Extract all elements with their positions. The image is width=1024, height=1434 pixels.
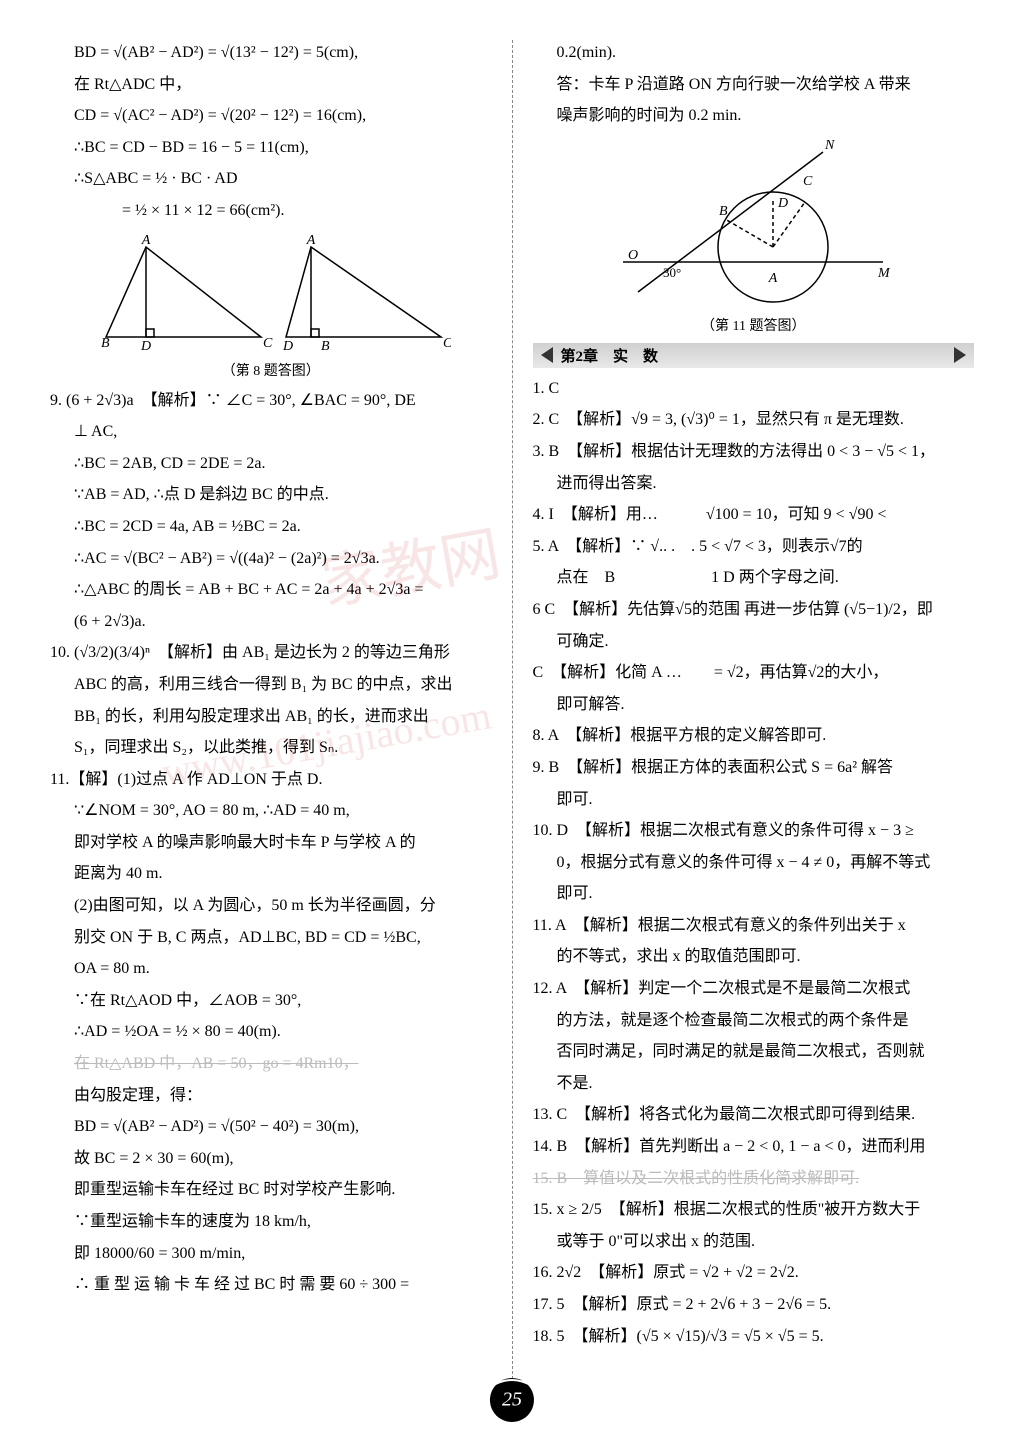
answer-7: C 【解析】化简 A … = √2，再估算√2的大小， [533,660,975,686]
text-line: ∴AD = ½OA = ½ × 80 = 40(m). [50,1019,492,1045]
answer-9r: 9. B 【解析】根据正方体的表面积公式 S = 6a² 解答 [533,755,975,781]
svg-text:N: N [824,138,835,153]
text-line: 的方法，就是逐个检查最简二次根式的两个条件是 [533,1008,975,1034]
svg-text:O: O [628,248,638,263]
text-line: ⊥ AC, [50,419,492,445]
answer-13r: 13. C 【解析】将各式化为最简二次根式即可得到结果. [533,1102,975,1128]
svg-text:C: C [803,174,813,189]
text-line: 噪声影响的时间为 0.2 min. [533,103,975,129]
text-line: 距离为 40 m. [50,861,492,887]
answer-18r: 18. 5 【解析】(√5 × √15)/√3 = √5 × √5 = 5. [533,1324,975,1350]
answer-2: 2. C 【解析】√9 = 3, (√3)⁰ = 1，显然只有 π 是无理数. [533,407,975,433]
text-line: ∵AB = AD, ∴点 D 是斜边 BC 的中点. [50,482,492,508]
answer-4: 4. I 【解析】用… √100 = 10，可知 9 < √90 < [533,502,975,528]
text-line: ∴AC = √(BC² − AB²) = √((4a)² − (2a)²) = … [50,546,492,572]
text-line: ∴ 重 型 运 输 卡 车 经 过 BC 时 需 要 60 ÷ 300 = [50,1272,492,1298]
page-number-badge: 25 [488,1376,536,1424]
page-number: 25 [502,1389,522,1412]
text-line: OA = 80 m. [50,956,492,982]
text-line: 即可解答. [533,692,975,718]
left-column: BD = √(AB² − AD²) = √(13² − 12²) = 5(cm)… [50,40,492,1384]
text-line: BD = √(AB² − AD²) = √(13² − 12²) = 5(cm)… [50,40,492,66]
figure-11-caption: （第 11 题答图） [533,315,975,335]
text-line-faded: 在 Rt△ABD 中，AB = 50，go = 4Rm10， [50,1051,492,1077]
text-line: (2)由图可知，以 A 为圆心，50 m 长为半径画圆，分 [50,893,492,919]
text-line: BD = √(AB² − AD²) = √(50² − 40²) = 30(m)… [50,1114,492,1140]
text-line: ∴BC = CD − BD = 16 − 5 = 11(cm), [50,135,492,161]
text-line: 0.2(min). [533,40,975,66]
svg-text:C: C [443,336,451,351]
answer-11r: 11. A 【解析】根据二次根式有意义的条件列出关于 x [533,913,975,939]
svg-text:D: D [777,196,788,211]
svg-text:30°: 30° [663,265,681,280]
text-line: 可确定. [533,629,975,655]
answer-15r: 15. x ≥ 2/5 【解析】根据二次根式的性质"被开方数大于 [533,1197,975,1223]
svg-text:C: C [263,336,273,351]
text-line: ∵重型运输卡车的速度为 18 km/h, [50,1209,492,1235]
answer-10: 10. (√3/2)(3/4)ⁿ 【解析】由 AB₁ 是边长为 2 的等边三角形 [50,640,492,666]
svg-text:B: B [719,204,728,219]
right-arrow-icon [954,347,966,363]
answer-6: 6 C 【解析】先估算√5的范围 再进一步估算 (√5−1)/2，即 [533,597,975,623]
text-line: ∴BC = 2AB, CD = 2DE = 2a. [50,451,492,477]
text-line: 进而得出答案. [533,471,975,497]
answer-9: 9. (6 + 2√3)a 【解析】∵ ∠C = 30°, ∠BAC = 90°… [50,388,492,414]
right-column: 0.2(min). 答：卡车 P 沿道路 ON 方向行驶一次给学校 A 带来 噪… [533,40,975,1384]
text-line: ABC 的高，利用三线合一得到 B₁ 为 BC 的中点，求出 [50,672,492,698]
text-line: 或等于 0"可以求出 x 的范围. [533,1229,975,1255]
text-line: S₁，同理求出 S₂，以此类推，得到 Sₙ. [50,735,492,761]
answer-10r: 10. D 【解析】根据二次根式有意义的条件可得 x − 3 ≥ [533,818,975,844]
figure-8-diagram: A B D C A D B C [91,232,451,352]
text-line: 即对学校 A 的噪声影响最大时卡车 P 与学校 A 的 [50,830,492,856]
svg-text:A: A [305,233,315,248]
text-line: BB₁ 的长，利用勾股定理求出 AB₁ 的长，进而求出 [50,704,492,730]
answer-1: 1. C [533,376,975,402]
text-line: ∴△ABC 的周长 = AB + BC + AC = 2a + 4a + 2√3… [50,577,492,603]
text-line: CD = √(AC² − AD²) = √(20² − 12²) = 16(cm… [50,103,492,129]
svg-text:M: M [877,266,891,281]
text-line: 点在 B 1 D 两个字母之间. [533,565,975,591]
text-line: 不是. [533,1071,975,1097]
answer-12r: 12. A 【解析】判定一个二次根式是不是最简二次根式 [533,976,975,1002]
text-line: 即可. [533,881,975,907]
text-line: ∵∠NOM = 30°, AO = 80 m, ∴AD = 40 m, [50,798,492,824]
section-header: 第2章 实 数 [533,343,975,368]
svg-text:B: B [101,336,110,351]
text-line: 别交 ON 于 B, C 两点，AD⊥BC, BD = CD = ½BC, [50,925,492,951]
section-header-label: 第2章 实 数 [561,345,659,366]
svg-text:A: A [140,233,150,248]
answer-5: 5. A 【解析】∵ √.. . . 5 < √7 < 3，则表示√7的 [533,534,975,560]
text-line: 答：卡车 P 沿道路 ON 方向行驶一次给学校 A 带来 [533,72,975,98]
answer-16r: 16. 2√2 【解析】原式 = √2 + √2 = 2√2. [533,1260,975,1286]
text-line: 在 Rt△ADC 中， [50,72,492,98]
figure-11-diagram: O 30° A M N B C D [603,137,903,307]
text-line: = ½ × 11 × 12 = 66(cm²). [50,198,492,224]
text-line: 故 BC = 2 × 30 = 60(m), [50,1146,492,1172]
svg-text:A: A [768,271,778,286]
text-line: (6 + 2√3)a. [50,609,492,635]
answer-11: 11.【解】(1)过点 A 作 AD⊥ON 于点 D. [50,767,492,793]
figure-8-caption: （第 8 题答图） [50,360,492,380]
answer-14r: 14. B 【解析】首先判断出 a − 2 < 0, 1 − a < 0，进而利… [533,1134,975,1160]
text-line: ∴BC = 2CD = 4a, AB = ½BC = 2a. [50,514,492,540]
text-line: 即重型运输卡车在经过 BC 时对学校产生影响. [50,1177,492,1203]
answer-8: 8. A 【解析】根据平方根的定义解答即可. [533,723,975,749]
answer-3: 3. B 【解析】根据估计无理数的方法得出 0 < 3 − √5 < 1， [533,439,975,465]
answer-17r: 17. 5 【解析】原式 = 2 + 2√6 + 3 − 2√6 = 5. [533,1292,975,1318]
text-line: 即 18000/60 = 300 m/min, [50,1241,492,1267]
answer-14b: 15. B 算值以及二次根式的性质化简求解即可. [533,1166,975,1192]
text-line: 的不等式，求出 x 的取值范围即可. [533,944,975,970]
text-line: 0，根据分式有意义的条件可得 x − 4 ≠ 0，再解不等式 [533,850,975,876]
text-line: 由勾股定理，得： [50,1083,492,1109]
svg-text:B: B [321,339,330,352]
svg-text:D: D [140,339,151,352]
text-line: 否同时满足，同时满足的就是最简二次根式，否则就 [533,1039,975,1065]
column-divider [512,40,513,1384]
left-arrow-icon [541,347,553,363]
text-line: ∵在 Rt△AOD 中，∠AOB = 30°, [50,988,492,1014]
text-line: 即可. [533,787,975,813]
text-line: ∴S△ABC = ½ · BC · AD [50,166,492,192]
svg-text:D: D [282,339,293,352]
